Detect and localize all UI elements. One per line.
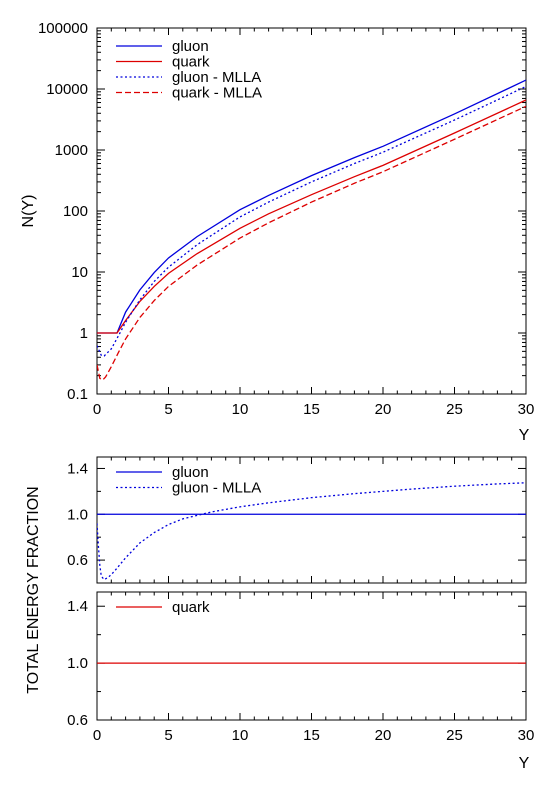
y-tick-label: 1.4 (67, 598, 88, 615)
y-tick-label: 0.1 (67, 386, 88, 403)
legend-label: gluon - MLLA (172, 480, 261, 497)
plot-frame (96, 456, 527, 584)
y-tick-label: 100000 (38, 20, 88, 37)
y-tick-label: 1.0 (67, 655, 88, 672)
legend-label: gluon - MLLA (172, 69, 261, 86)
series-line-gluon-mlla (97, 482, 526, 581)
y-tick-label: 0.6 (67, 712, 88, 729)
x-tick-label: 0 (93, 401, 101, 418)
series-group (97, 79, 526, 381)
legend-label: quark (172, 54, 210, 71)
x-tick-label: 30 (518, 727, 535, 744)
series-line-gluon-mlla (97, 85, 526, 357)
x-tick-label: 15 (303, 401, 320, 418)
bottom-panel: 0 5 10 15 20 25 30 Y 0.6 1.0 1.4 quark (67, 591, 535, 772)
series-line-gluon (97, 79, 526, 334)
x-tick-label: 5 (164, 401, 172, 418)
y-tick-label: 1 (80, 325, 88, 342)
series-line-quark (97, 99, 526, 334)
top-panel: 0 5 10 15 20 25 30 Y 0.1 1 10 100 1000 10000 100000 N(Y… (20, 20, 534, 444)
y-tick-label: 1000 (55, 142, 88, 159)
x-tick-label: 5 (164, 727, 172, 744)
x-tick-label: 10 (232, 727, 249, 744)
legend: quark (116, 599, 210, 616)
y-tick-label: 0.6 (67, 552, 88, 569)
legend-label: gluon (172, 38, 209, 55)
y-tick-label: 100 (63, 203, 88, 220)
y-tick-label: 1.4 (67, 460, 88, 477)
x-tick-label: 10 (232, 401, 249, 418)
y-tick-label: 10000 (46, 81, 88, 98)
series-line-quark-mlla (97, 105, 526, 381)
x-axis-label: Y (519, 427, 530, 444)
x-axis-label: Y (519, 755, 530, 772)
shared-y-axis-label: TOTAL ENERGY FRACTION (25, 486, 42, 693)
series-group (97, 482, 526, 581)
x-tick-label: 20 (375, 727, 392, 744)
y-tick-label: 10 (71, 264, 88, 281)
plot-frame (96, 591, 527, 721)
x-tick-label: 0 (93, 727, 101, 744)
legend-label: gluon (172, 464, 209, 481)
x-tick-label: 30 (518, 401, 535, 418)
x-tick-label: 15 (303, 727, 320, 744)
x-tick-label: 25 (446, 727, 463, 744)
x-tick-label: 25 (446, 401, 463, 418)
y-tick-label: 1.0 (67, 506, 88, 523)
legend-label: quark - MLLA (172, 85, 262, 102)
legend-label: quark (172, 599, 210, 616)
x-tick-label: 20 (375, 401, 392, 418)
y-axis-label: N(Y) (20, 195, 37, 228)
plot-frame (96, 27, 527, 395)
